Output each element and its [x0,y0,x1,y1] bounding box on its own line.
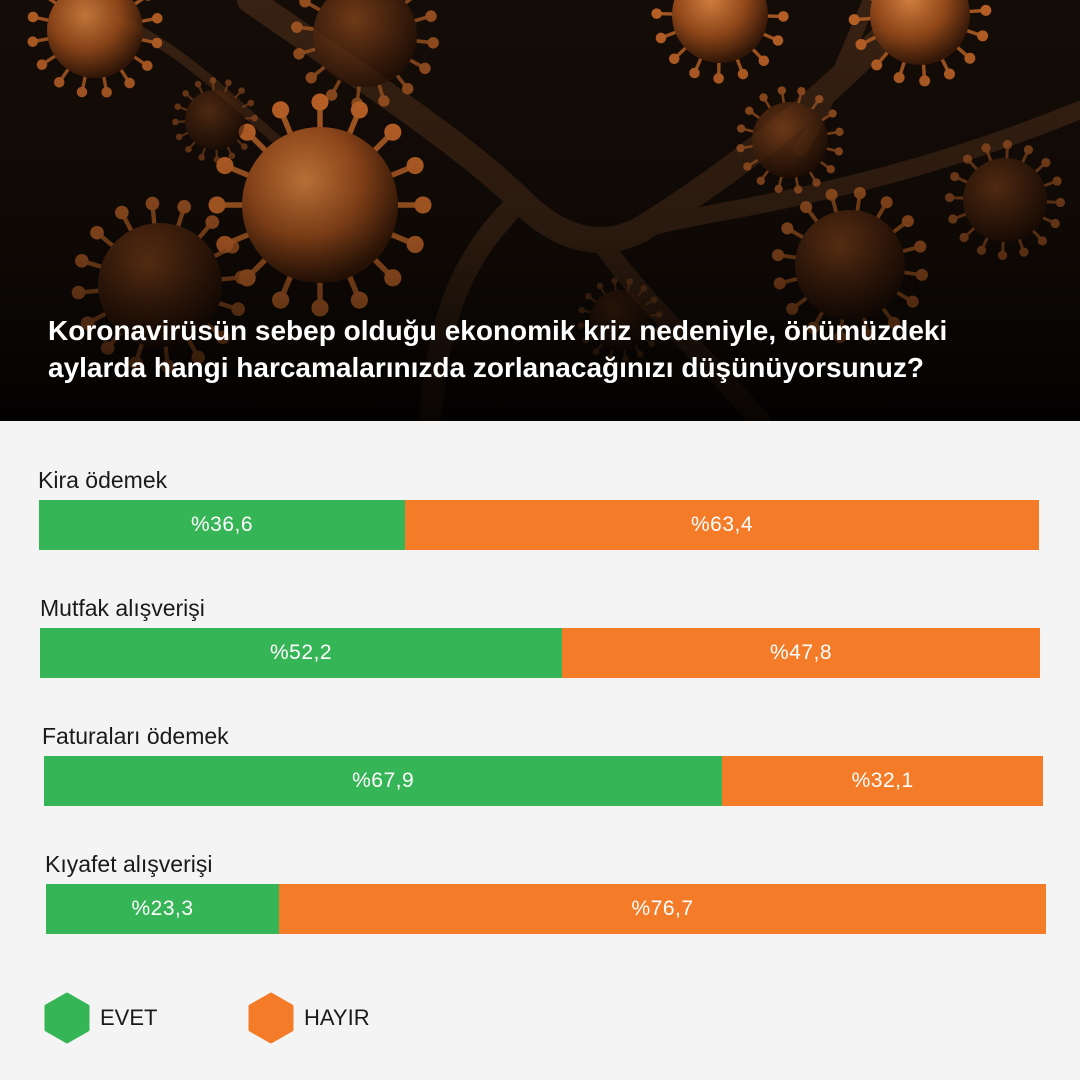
data-label: %47,8 [769,641,833,664]
stacked-bar-chart: Kira ödemek %36,6 %63,4 Mutfak alışveriş… [0,421,1080,1080]
data-label: %32,1 [851,769,914,792]
category-label: Mutfak alışverişi [40,595,205,621]
bar-segment-evet: %36,6 [39,500,405,550]
legend-label: EVET [100,1005,158,1030]
data-label: %36,6 [190,513,254,536]
category-label: Faturaları ödemek [42,723,229,749]
bar-segment-evet: %52,2 [40,628,562,678]
chart-title: Koronavirüsün sebep olduğu ekonomik kriz… [48,312,1048,386]
header-banner: Koronavirüsün sebep olduğu ekonomik kriz… [0,0,1080,421]
legend-item-hayir: HAYIR [248,992,370,1044]
data-label: %76,7 [631,897,694,920]
title-line-1: Koronavirüsün sebep olduğu ekonomik kriz… [48,315,948,346]
hexagon-icon [248,992,294,1044]
bar-row: %36,6 %63,4 [39,500,1039,550]
category-label: Kira ödemek [38,467,168,493]
data-label: %52,2 [269,641,333,664]
data-label: %63,4 [690,513,754,536]
bar-segment-evet: %67,9 [44,756,723,806]
category-label: Kıyafet alışverişi [45,851,213,877]
hexagon-icon [44,992,90,1044]
bar-segment-hayir: %76,7 [279,884,1046,934]
bar-row: %67,9 %32,1 [44,756,1043,806]
bar-segment-hayir: %47,8 [562,628,1040,678]
virus-background-illustration [0,0,1080,421]
legend-label: HAYIR [304,1005,370,1030]
bar-row: %52,2 %47,8 [40,628,1040,678]
title-line-2: aylarda hangi harcamalarınızda zorlanaca… [48,352,924,383]
data-label: %23,3 [131,897,194,920]
legend-item-evet: EVET [44,992,157,1044]
data-label: %67,9 [352,769,415,792]
bar-segment-hayir: %63,4 [405,500,1039,550]
bar-segment-hayir: %32,1 [722,756,1043,806]
bar-segment-evet: %23,3 [46,884,279,934]
bar-row: %23,3 %76,7 [46,884,1046,934]
